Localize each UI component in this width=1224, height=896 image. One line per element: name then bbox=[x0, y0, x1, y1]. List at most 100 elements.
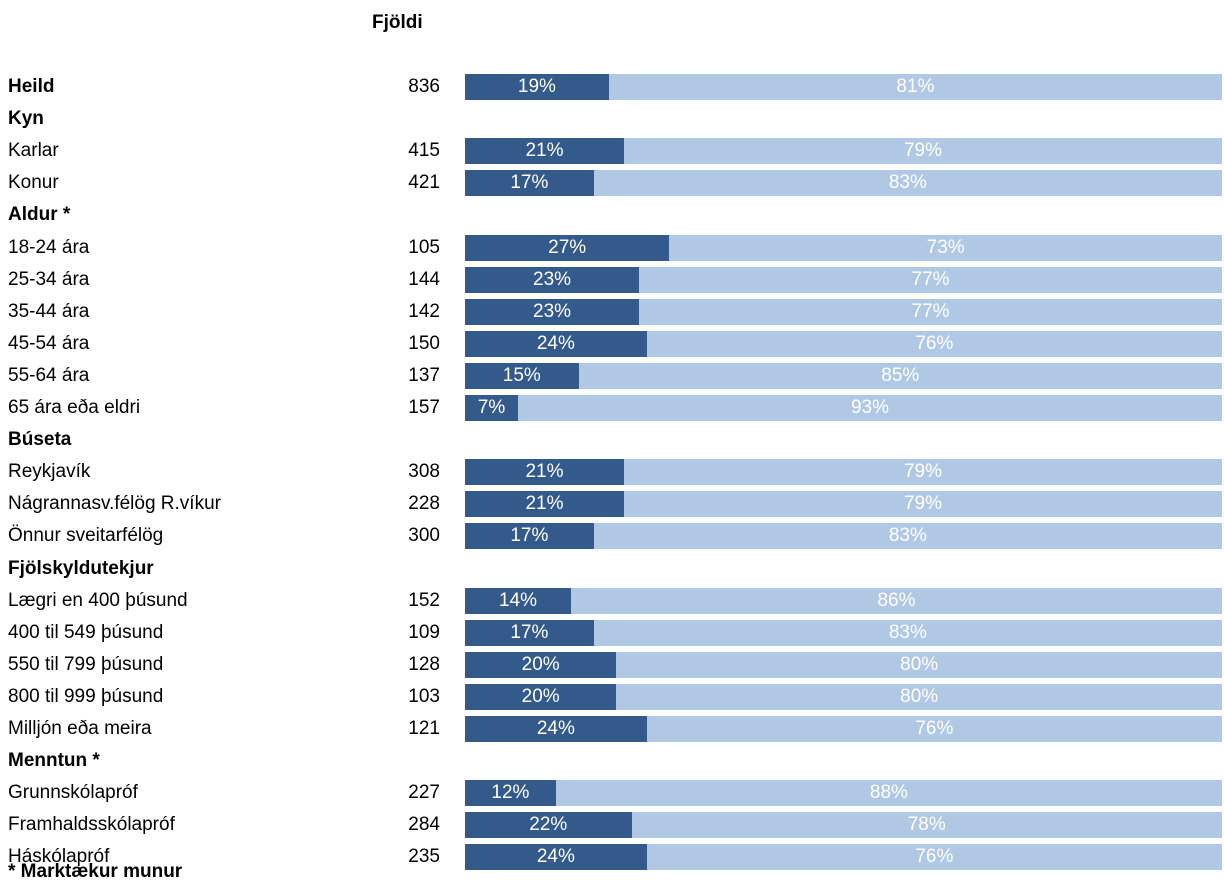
data-label: 80% bbox=[900, 653, 939, 675]
bar-segment-dark: 21% bbox=[465, 459, 624, 486]
count-value: 152 bbox=[408, 589, 440, 611]
bar-segment-dark: 15% bbox=[465, 362, 579, 389]
chart-row: Lægri en 400 þúsund 152 14% 86% bbox=[0, 585, 1224, 617]
data-label: 88% bbox=[869, 782, 908, 804]
data-label: 79% bbox=[903, 461, 942, 483]
data-label: 79% bbox=[903, 493, 942, 515]
bar-segment-light: 79% bbox=[623, 491, 1222, 518]
data-label: 20% bbox=[521, 653, 560, 675]
count-value: 137 bbox=[408, 364, 440, 386]
bar-segment-light: 73% bbox=[669, 234, 1222, 261]
count-value: 415 bbox=[408, 140, 440, 162]
bar-segment-dark: 17% bbox=[465, 170, 594, 197]
category-label: Framhaldsskólapróf bbox=[8, 814, 175, 836]
bar-segment-light: 85% bbox=[578, 362, 1222, 389]
chart-row: 550 til 799 þúsund 128 20% 80% bbox=[0, 649, 1224, 681]
count-value: 228 bbox=[408, 493, 440, 515]
bar-segment-dark: 23% bbox=[465, 298, 640, 325]
chart-row: Milljón eða meira 121 24% 76% bbox=[0, 713, 1224, 745]
bar-segment-light: 79% bbox=[623, 459, 1222, 486]
data-label: 17% bbox=[510, 525, 549, 547]
data-label: 77% bbox=[911, 268, 950, 290]
count-value: 836 bbox=[408, 76, 440, 97]
count-value: 157 bbox=[408, 397, 440, 418]
count-value: 105 bbox=[408, 236, 440, 258]
bar-segment-light: 83% bbox=[593, 619, 1222, 646]
bar-segment-dark: 23% bbox=[465, 266, 640, 293]
bar-segment-light: 76% bbox=[646, 330, 1222, 357]
category-label: Háskólapróf bbox=[8, 846, 110, 868]
count-value: 300 bbox=[408, 525, 440, 547]
data-label: 19% bbox=[517, 76, 556, 97]
group-header-row: Búseta bbox=[0, 424, 1224, 456]
data-label: 21% bbox=[525, 140, 564, 162]
bar-segment-light: 76% bbox=[646, 716, 1222, 742]
column-header-count: Fjöldi bbox=[372, 12, 423, 33]
bar-segment-light: 80% bbox=[616, 651, 1222, 678]
data-label: 15% bbox=[502, 364, 541, 386]
category-label: Milljón eða meira bbox=[8, 718, 152, 739]
bar-segment-dark: 21% bbox=[465, 491, 624, 518]
data-label: 83% bbox=[888, 621, 927, 643]
data-label: 76% bbox=[915, 846, 954, 868]
category-label: Grunnskólapróf bbox=[8, 782, 138, 804]
footnote: * Marktækur munur bbox=[8, 861, 183, 882]
category-label: 35-44 ára bbox=[8, 300, 90, 322]
count-value: 227 bbox=[408, 782, 440, 804]
data-label: 80% bbox=[900, 685, 939, 707]
bar-segment-light: 78% bbox=[631, 812, 1222, 839]
category-label: 400 til 549 þúsund bbox=[8, 621, 164, 643]
data-label: 73% bbox=[926, 236, 965, 258]
group-header-row: Menntun * bbox=[0, 745, 1224, 777]
chart-row: 25-34 ára 144 23% 77% bbox=[0, 264, 1224, 296]
bar-segment-light: 81% bbox=[608, 74, 1222, 100]
data-label: 23% bbox=[533, 268, 572, 290]
bar-segment-light: 86% bbox=[570, 587, 1222, 614]
data-label: 12% bbox=[491, 782, 530, 804]
bar-segment-light: 77% bbox=[639, 298, 1222, 325]
data-label: 21% bbox=[525, 493, 564, 515]
group-header-row: Fjölskyldutekjur bbox=[0, 553, 1224, 585]
bar-segment-dark: 7% bbox=[465, 395, 518, 421]
bar-segment-light: 88% bbox=[555, 780, 1222, 807]
chart-row: Háskólapróf 235 24% 76% bbox=[0, 841, 1224, 873]
category-label: 550 til 799 þúsund bbox=[8, 653, 164, 675]
bar-segment-dark: 20% bbox=[465, 651, 617, 678]
bar-segment-light: 83% bbox=[593, 523, 1222, 550]
data-label: 17% bbox=[510, 621, 549, 643]
chart-row: 45-54 ára 150 24% 76% bbox=[0, 328, 1224, 360]
data-label: 23% bbox=[533, 300, 572, 322]
category-label: Karlar bbox=[8, 140, 59, 162]
chart-row: Grunnskólapróf 227 12% 88% bbox=[0, 777, 1224, 809]
count-value: 235 bbox=[408, 846, 440, 868]
count-value: 109 bbox=[408, 621, 440, 643]
bar-segment-dark: 20% bbox=[465, 683, 617, 710]
data-label: 76% bbox=[915, 332, 954, 354]
bar-segment-light: 79% bbox=[623, 138, 1222, 165]
bar-segment-light: 83% bbox=[593, 170, 1222, 197]
data-label: 27% bbox=[548, 236, 587, 258]
data-label: 85% bbox=[881, 364, 920, 386]
count-value: 144 bbox=[408, 268, 440, 290]
count-value: 103 bbox=[408, 685, 440, 707]
bar-segment-dark: 24% bbox=[465, 844, 647, 871]
group-label: Búseta bbox=[8, 429, 72, 451]
category-label: Konur bbox=[8, 172, 59, 194]
data-label: 93% bbox=[850, 397, 889, 418]
data-label: 79% bbox=[903, 140, 942, 162]
count-value: 128 bbox=[408, 653, 440, 675]
group-header-row: Aldur * bbox=[0, 199, 1224, 231]
bar-segment-dark: 19% bbox=[465, 74, 609, 100]
group-label: Fjölskyldutekjur bbox=[8, 557, 154, 579]
data-label: 86% bbox=[877, 589, 916, 611]
chart-row: 65 ára eða eldri 157 7% 93% bbox=[0, 392, 1224, 424]
category-label: 65 ára eða eldri bbox=[8, 397, 141, 418]
data-label: 21% bbox=[525, 461, 564, 483]
data-label: 24% bbox=[536, 846, 575, 868]
data-label: 77% bbox=[911, 300, 950, 322]
count-value: 121 bbox=[408, 718, 440, 739]
data-label: 17% bbox=[510, 172, 549, 194]
chart-row: Nágrannasv.félög R.víkur 228 21% 79% bbox=[0, 488, 1224, 520]
chart-row: 55-64 ára 137 15% 85% bbox=[0, 360, 1224, 392]
bar-segment-dark: 12% bbox=[465, 780, 556, 807]
